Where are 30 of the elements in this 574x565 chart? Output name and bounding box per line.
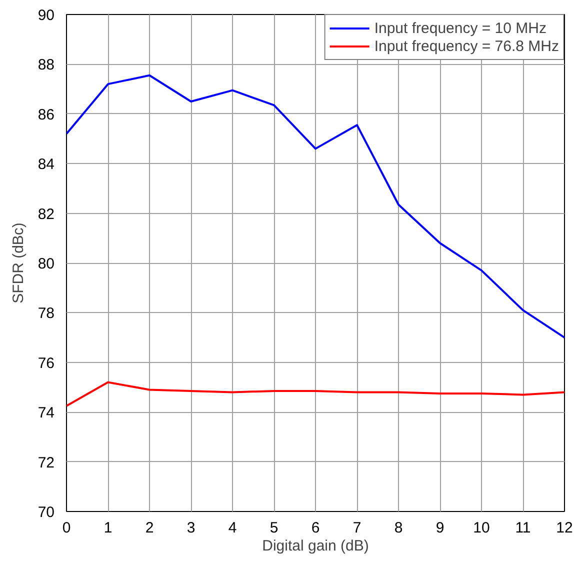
y-tick-label: 78 [38, 305, 55, 322]
line-series [66, 381, 564, 407]
y-tick-label: 72 [38, 454, 55, 472]
x-axis-title: Digital gain (dB) [262, 538, 369, 554]
x-tick-label: 0 [62, 520, 71, 536]
y-tick-label: 90 [38, 7, 55, 24]
x-tick-label: 1 [104, 520, 112, 536]
x-tick-label: 12 [556, 520, 573, 536]
line-series [66, 74, 564, 339]
x-tick-label: 8 [394, 520, 403, 536]
y-tick-label: 80 [38, 256, 55, 272]
legend-label: Input frequency = 76.8 MHz [374, 37, 559, 55]
x-tick-label: 9 [436, 520, 444, 536]
y-tick-label: 82 [38, 206, 55, 223]
y-tick-label: 88 [38, 56, 55, 74]
y-tick-label: 76 [38, 354, 55, 372]
x-tick-label: 7 [352, 520, 362, 536]
x-tick-label: 2 [145, 520, 154, 536]
y-tick-label: 84 [38, 156, 55, 174]
y-tick-label: 70 [38, 504, 55, 521]
x-tick-label: 11 [515, 520, 531, 536]
x-tick-label: 4 [228, 520, 237, 536]
y-tick-label: 74 [38, 404, 55, 422]
legend-label: Input frequency = 10 MHz [374, 19, 546, 37]
y-tick-label: 86 [38, 106, 55, 124]
x-tick-label: 6 [311, 520, 320, 536]
x-tick-label: 5 [270, 520, 278, 536]
x-tick-label: 10 [473, 520, 490, 536]
y-axis-title: SFDR (dBc) [10, 222, 27, 304]
x-tick-label: 3 [186, 520, 196, 536]
